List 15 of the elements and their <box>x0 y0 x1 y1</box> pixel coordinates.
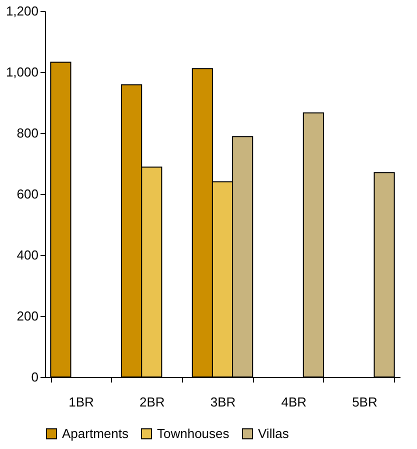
y-tick-label: 200 <box>16 308 38 324</box>
y-tick-label: 800 <box>16 126 38 140</box>
x-tick-label: 1BR <box>68 394 94 410</box>
y-tick-label: 400 <box>16 248 38 262</box>
legend-label: Apartments <box>62 426 129 441</box>
x-tick-label: 2BR <box>139 394 165 410</box>
x-tick-label: 4BR <box>281 394 307 410</box>
legend-label: Villas <box>258 426 290 441</box>
y-tick-label: 600 <box>16 186 38 202</box>
x-tick-label: 3BR <box>210 394 236 410</box>
x-tick-label: 5BR <box>352 394 378 410</box>
y-tick-label: 0 <box>31 370 38 384</box>
y-tick-label: 1,000 <box>6 64 38 80</box>
y-tick-label: 1,200 <box>6 4 38 18</box>
legend-label: Townhouses <box>157 426 230 441</box>
